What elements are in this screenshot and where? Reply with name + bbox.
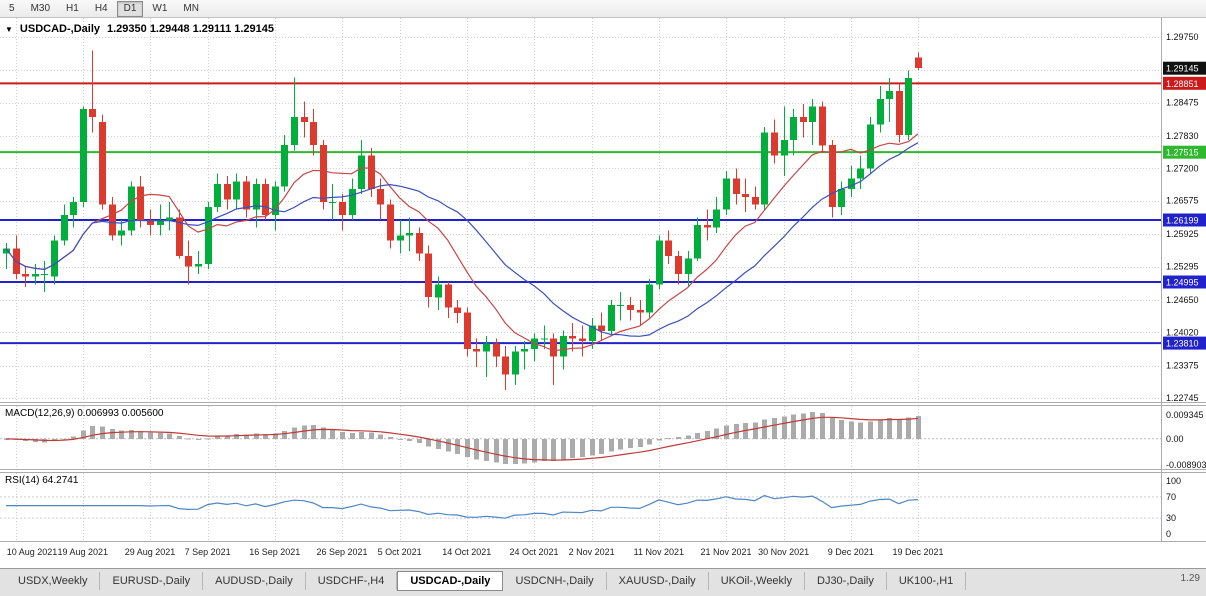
- svg-text:19 Dec 2021: 19 Dec 2021: [892, 547, 943, 557]
- timeframe-button-d1[interactable]: D1: [116, 0, 144, 17]
- chart-ohlc-values: 1.29350 1.29448 1.29111 1.29145: [107, 23, 275, 35]
- svg-text:1.27200: 1.27200: [1166, 163, 1199, 173]
- svg-text:5 Oct 2021: 5 Oct 2021: [378, 547, 422, 557]
- svg-text:14 Oct 2021: 14 Oct 2021: [442, 547, 491, 557]
- svg-text:16 Sep 2021: 16 Sep 2021: [249, 547, 300, 557]
- svg-text:0: 0: [1166, 529, 1171, 539]
- svg-text:1.23810: 1.23810: [1166, 339, 1199, 349]
- chart-tab-uk100--h1[interactable]: UK100-,H1: [887, 572, 967, 590]
- chart-canvas[interactable]: 1.29750 1.28475 1.27830 1.27200 1.26575 1.259…: [0, 18, 1206, 568]
- tabbar-corner-text: 1.29: [1180, 573, 1200, 584]
- svg-text:11 Nov 2021: 11 Nov 2021: [634, 547, 684, 557]
- svg-text:19 Aug 2021: 19 Aug 2021: [58, 547, 109, 557]
- ma-line-20: [5, 142, 919, 337]
- svg-text:9 Dec 2021: 9 Dec 2021: [828, 547, 874, 557]
- timeframe-button-w1[interactable]: W1: [152, 2, 168, 14]
- svg-text:1.24650: 1.24650: [1166, 295, 1199, 305]
- chart-tab-ukoil--weekly[interactable]: UKOil-,Weekly: [709, 572, 805, 590]
- svg-text:26 Sep 2021: 26 Sep 2021: [316, 547, 367, 557]
- chart-dropdown-icon[interactable]: ▼: [5, 24, 13, 34]
- svg-text:1.25295: 1.25295: [1166, 262, 1199, 272]
- svg-text:1.28475: 1.28475: [1166, 98, 1199, 108]
- svg-text:7 Sep 2021: 7 Sep 2021: [185, 547, 231, 557]
- chart-tab-usdchf--h4[interactable]: USDCHF-,H4: [306, 572, 398, 590]
- chart-tabs-bar: USDX,Weekly EURUSD-,Daily AUDUSD-,Daily USD…: [0, 568, 1206, 596]
- svg-text:0.009345: 0.009345: [1166, 410, 1204, 420]
- chart-tab-xauusd--daily[interactable]: XAUUSD-,Daily: [607, 572, 709, 590]
- chart-tab-dj30--daily[interactable]: DJ30-,Daily: [805, 572, 887, 590]
- svg-text:1.22745: 1.22745: [1166, 393, 1199, 403]
- panel-separators[interactable]: [0, 18, 1206, 542]
- chart-background: [0, 18, 1206, 568]
- macd-signal-line: [5, 416, 919, 461]
- svg-text:1.29750: 1.29750: [1166, 32, 1199, 42]
- chart-symbol-period: USDCAD-,Daily: [19, 23, 100, 35]
- chart-tab-usdcad--daily[interactable]: USDCAD-,Daily: [397, 571, 504, 591]
- chart-header: ▼ USDCAD-,Daily 1.29350 1.29448 1.29111 …: [5, 23, 274, 35]
- svg-text:1.25925: 1.25925: [1166, 229, 1199, 239]
- rsi-indicator-label: RSI(14) 64.2741: [5, 475, 79, 486]
- price-axis-badges: 1.29145 1.28851 1.27515 1.26199 1.24995 1.238…: [1163, 61, 1206, 350]
- svg-text:0.00: 0.00: [1166, 434, 1184, 444]
- date-axis[interactable]: 10 Aug 2021 19 Aug 2021 29 Aug 2021 7 Sep 2…: [7, 547, 944, 557]
- timeframe-button-h1[interactable]: H1: [66, 2, 79, 14]
- svg-text:30: 30: [1166, 513, 1176, 523]
- svg-text:100: 100: [1166, 476, 1181, 486]
- chart-tab-eurusd--daily[interactable]: EURUSD-,Daily: [100, 572, 204, 590]
- svg-text:2 Nov 2021: 2 Nov 2021: [569, 547, 615, 557]
- svg-text:70: 70: [1166, 492, 1176, 502]
- svg-text:29 Aug 2021: 29 Aug 2021: [125, 547, 176, 557]
- svg-text:1.24020: 1.24020: [1166, 327, 1199, 337]
- svg-text:21 Nov 2021: 21 Nov 2021: [700, 547, 751, 557]
- svg-text:-0.008903: -0.008903: [1166, 460, 1206, 470]
- ma-line-10: [5, 133, 919, 352]
- chart-tab-usdcnh--daily[interactable]: USDCNH-,Daily: [503, 572, 607, 590]
- svg-text:1.23375: 1.23375: [1166, 361, 1199, 371]
- timeframe-toolbar: 5 M30 H1 H4 D1 W1 MN: [0, 0, 1206, 18]
- svg-text:1.26199: 1.26199: [1166, 216, 1199, 226]
- svg-text:30 Nov 2021: 30 Nov 2021: [758, 547, 809, 557]
- svg-text:1.27515: 1.27515: [1166, 148, 1199, 158]
- timeframe-button-5[interactable]: 5: [9, 2, 15, 14]
- timeframe-button-h4[interactable]: H4: [94, 2, 108, 14]
- chart-tab-audusd--daily[interactable]: AUDUSD-,Daily: [203, 572, 306, 590]
- timeframe-button-mn[interactable]: MN: [183, 2, 199, 14]
- rsi-axis-labels: 100 70 30 0: [1166, 476, 1181, 539]
- macd-axis-labels: 0.009345 0.00 -0.008903: [1166, 410, 1206, 470]
- rsi-line: [6, 494, 919, 519]
- svg-text:1.24995: 1.24995: [1166, 278, 1199, 288]
- timeframe-button-m30[interactable]: M30: [30, 2, 51, 14]
- svg-text:1.28851: 1.28851: [1166, 79, 1199, 89]
- svg-text:10 Aug 2021: 10 Aug 2021: [7, 547, 58, 557]
- chart-tab-usdx-weekly[interactable]: USDX,Weekly: [6, 572, 101, 590]
- svg-text:1.26575: 1.26575: [1166, 196, 1199, 206]
- price-axis-labels[interactable]: 1.29750 1.28475 1.27830 1.27200 1.26575 1.259…: [1166, 32, 1199, 403]
- svg-text:24 Oct 2021: 24 Oct 2021: [509, 547, 558, 557]
- macd-indicator-label: MACD(12,26,9) 0.006993 0.005600: [5, 408, 164, 419]
- svg-text:1.29145: 1.29145: [1166, 64, 1199, 74]
- svg-text:1.27830: 1.27830: [1166, 131, 1199, 141]
- horizontal-level-lines[interactable]: [0, 82, 1162, 345]
